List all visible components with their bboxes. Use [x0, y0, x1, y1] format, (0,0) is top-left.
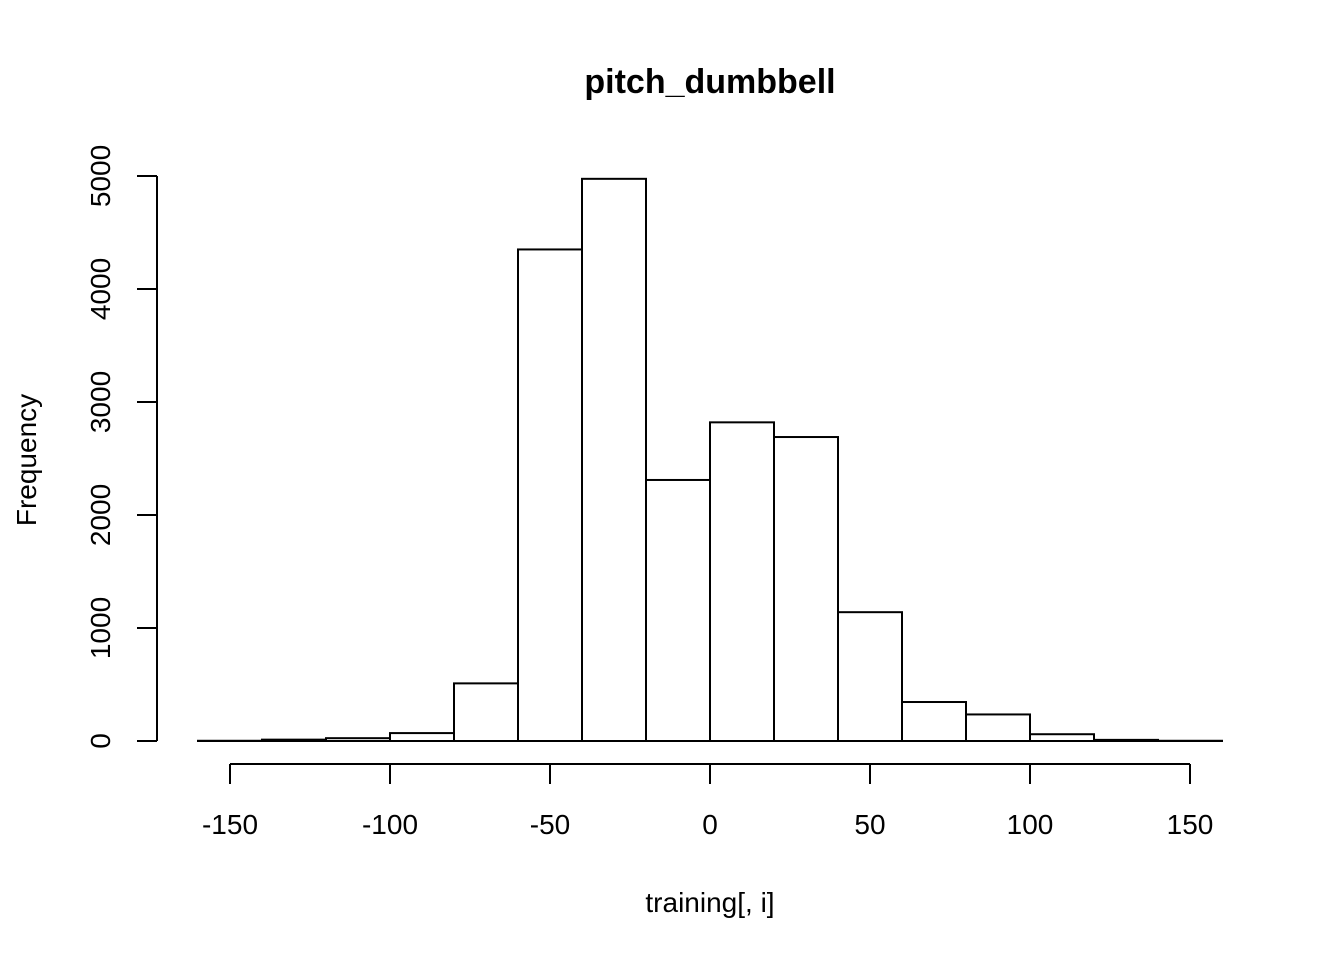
histogram-bar	[646, 480, 710, 741]
histogram-bar	[518, 249, 582, 741]
y-tick-label: 0	[85, 733, 116, 749]
histogram-bar	[966, 714, 1030, 741]
y-tick-label: 2000	[85, 484, 116, 546]
x-tick-label: 100	[1007, 809, 1054, 840]
histogram-bars	[198, 179, 1222, 741]
x-axis-label: training[, i]	[645, 887, 774, 918]
x-tick-label: 0	[702, 809, 718, 840]
x-tick-label: -100	[362, 809, 418, 840]
histogram-bar	[390, 733, 454, 741]
y-tick-label: 3000	[85, 371, 116, 433]
y-axis-label: Frequency	[11, 394, 42, 526]
histogram-bar	[710, 422, 774, 741]
chart-title: pitch_dumbbell	[584, 63, 835, 101]
histogram-bar	[1030, 734, 1094, 741]
histogram-bar	[838, 612, 902, 741]
x-tick-label: -150	[202, 809, 258, 840]
x-tick-label: 150	[1167, 809, 1214, 840]
y-tick-label: 4000	[85, 258, 116, 320]
y-tick-label: 5000	[85, 145, 116, 207]
y-tick-label: 1000	[85, 597, 116, 659]
x-axis: -150 -100 -50 0 50 100 150	[202, 764, 1213, 840]
y-axis: 0 1000 2000 3000 4000 5000	[85, 145, 157, 749]
x-tick-label: -50	[530, 809, 570, 840]
histogram-bar	[902, 702, 966, 741]
x-tick-label: 50	[854, 809, 885, 840]
histogram-bar	[582, 179, 646, 741]
histogram-bar	[454, 683, 518, 741]
histogram-bar	[774, 437, 838, 741]
